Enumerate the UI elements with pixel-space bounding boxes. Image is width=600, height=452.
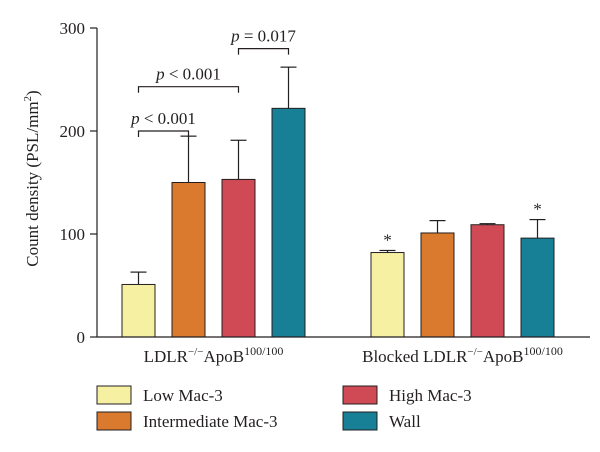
legend-label: High Mac-3	[389, 386, 472, 405]
legend-swatch	[342, 385, 378, 405]
legend-label: Low Mac-3	[143, 386, 223, 405]
significance-asterisk: *	[383, 230, 392, 249]
legend-label: Intermediate Mac-3	[143, 412, 278, 431]
x-axis: LDLR−/−ApoB100/100 Blocked LDLR−/−ApoB100…	[97, 336, 590, 366]
significance-marks: **	[383, 200, 542, 250]
x-group-label: LDLR−/−ApoB100/100	[144, 344, 284, 366]
comparison-bracket	[237, 48, 290, 55]
legend: Low Mac-3 Intermediate Mac-3 High Mac-3 Wal…	[96, 385, 472, 431]
y-axis-label: Count density (PSL/mm2)	[22, 90, 42, 266]
error-bars	[130, 66, 546, 285]
p-value-label: p < 0.001	[155, 65, 221, 84]
bar	[420, 232, 455, 338]
y-tick-label: 300	[60, 19, 86, 38]
y-tick-label: 100	[60, 225, 86, 244]
y-axis: 0 100 200 300	[60, 19, 98, 347]
bar	[171, 182, 206, 338]
y-tick-label: 0	[77, 328, 86, 347]
y-axis-title: Count density (PSL/mm2)	[22, 90, 42, 266]
legend-label: Wall	[389, 412, 421, 431]
bar	[470, 224, 505, 338]
bar	[121, 283, 156, 338]
bar	[370, 252, 405, 338]
comparison-bracket	[137, 130, 190, 137]
bar	[520, 237, 555, 338]
comparison-bracket	[137, 86, 240, 93]
legend-swatch	[342, 411, 378, 431]
x-group-label: Blocked LDLR−/−ApoB100/100	[362, 344, 563, 366]
y-tick-label: 200	[60, 122, 86, 141]
p-value-label: p < 0.001	[130, 109, 196, 128]
significance-asterisk: *	[533, 200, 542, 219]
p-value-label: p = 0.017	[230, 27, 296, 46]
legend-swatch	[96, 411, 132, 431]
bar	[271, 107, 306, 338]
legend-swatch	[96, 385, 132, 405]
comparison-brackets: p < 0.001 p < 0.001 p = 0.017	[130, 27, 296, 137]
bar	[221, 178, 256, 338]
bars	[121, 107, 555, 338]
